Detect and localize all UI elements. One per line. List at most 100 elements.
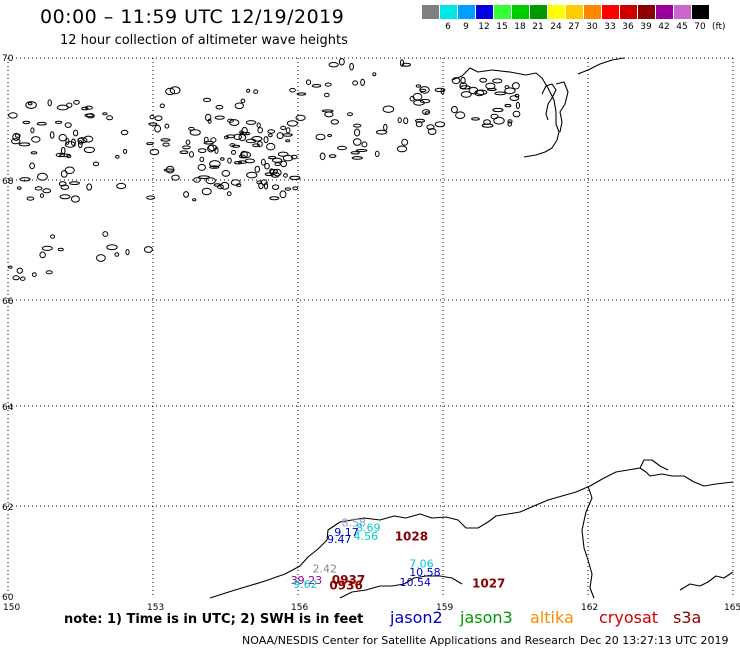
ice-fragment [319, 152, 326, 161]
ice-fragment [354, 128, 361, 137]
lon-tick-label: 159 [436, 603, 453, 613]
ice-fragment [397, 117, 402, 124]
ice-fragment [512, 110, 521, 118]
ice-fragment [349, 62, 355, 71]
ice-fragment [50, 234, 56, 239]
lat-tick-label: 60 [2, 593, 14, 603]
ice-fragment [285, 139, 291, 143]
ice-fragment [17, 186, 22, 190]
observation-label: 8.58 [342, 517, 367, 530]
observation-label: 0936 [329, 579, 362, 593]
ice-fragment [399, 59, 405, 67]
colorbar-label: 33 [604, 22, 616, 32]
ice-fragment [60, 184, 70, 190]
ice-fragment [26, 196, 35, 201]
colorbar-swatch [476, 5, 494, 19]
ice-fragment [231, 144, 241, 148]
ice-fragment [160, 138, 171, 142]
ice-fragment [60, 170, 68, 178]
ice-fragment [183, 191, 190, 198]
ice-fragment [234, 102, 245, 110]
ice-fragment [475, 89, 488, 96]
observation-label: 9.17 [334, 526, 359, 539]
ice-fragment [92, 161, 100, 167]
coast-east-inlet [639, 459, 669, 471]
ice-fragment [292, 186, 299, 191]
observation-label: 9.47 [327, 533, 352, 546]
colorbar-label: 15 [496, 22, 508, 32]
colorbar-swatch [422, 5, 440, 19]
ice-fragment [350, 151, 360, 155]
ice-fragment [289, 87, 296, 93]
observation-label: 39.23 [291, 574, 323, 587]
ice-fragment [493, 116, 505, 125]
ice-fragment [179, 150, 189, 154]
ice-fragment [102, 231, 109, 237]
colorbar-swatch [602, 5, 620, 19]
ice-fragment [73, 129, 79, 137]
ice-fragment [185, 139, 191, 145]
ice-fragment [355, 149, 368, 152]
ice-fragment [203, 136, 209, 143]
ice-fragment [504, 85, 510, 90]
ice-fragment [149, 148, 160, 156]
colorbar-label: 9 [463, 22, 469, 32]
ice-fragment [240, 98, 246, 104]
colorbar-swatch [566, 5, 584, 19]
ice-fragment [283, 173, 288, 178]
ice-fragment [450, 106, 458, 114]
ice-fragment [236, 183, 242, 188]
ice-fragment [56, 104, 69, 111]
mission-s3a: s3a [673, 608, 702, 627]
ice-fragment [199, 156, 205, 162]
colorbar-label: 70 [694, 22, 706, 32]
ice-fragment [16, 267, 23, 274]
ice-fragment [193, 177, 201, 183]
ice-fragment [487, 88, 497, 91]
ice-fragment [231, 149, 236, 155]
colorbar-label: 30 [586, 22, 598, 32]
ice-fragment [459, 82, 468, 90]
ice-fragment [403, 117, 409, 125]
ice-fragment [512, 82, 520, 90]
ice-fragment [311, 84, 322, 88]
observation-label: 1028 [395, 530, 428, 544]
observation-label: 7.06 [409, 558, 434, 571]
ice-fragment [143, 246, 153, 253]
ice-fragment [31, 272, 37, 278]
observation-label: 9.62 [293, 578, 318, 591]
ice-fragment [409, 95, 415, 102]
ice-fragment [73, 100, 80, 105]
ice-fragment [269, 168, 275, 175]
ice-fragment [205, 113, 212, 122]
ice-fragment [58, 181, 67, 187]
ice-fragment [64, 166, 75, 175]
ice-fragment [58, 133, 67, 142]
coast-lower-south [339, 575, 463, 599]
ice-fragment [434, 87, 446, 93]
ice-fragment [509, 95, 520, 101]
ice-fragment [209, 160, 221, 168]
ice-fragment [426, 124, 435, 130]
ice-fragment [321, 109, 334, 113]
ice-fragment [159, 103, 165, 109]
ice-fragment [34, 186, 43, 191]
ice-fragment [64, 141, 76, 148]
ice-fragment [401, 138, 409, 146]
ice-fragment [64, 122, 72, 128]
ice-fragment [289, 175, 301, 180]
coast-south [209, 513, 509, 599]
ice-fragment [382, 105, 395, 113]
ice-fragment [164, 123, 170, 129]
colorbar-swatch [638, 5, 656, 19]
colorbar-swatch [494, 5, 512, 19]
ice-fragment [22, 120, 31, 125]
colorbar-label: 6 [445, 22, 451, 32]
ice-fragment [253, 89, 259, 94]
ice-fragment [102, 112, 108, 116]
ice-fragment [205, 177, 216, 185]
ice-fragment [221, 170, 231, 177]
ice-fragment [361, 141, 368, 148]
ice-fragment [290, 154, 298, 160]
